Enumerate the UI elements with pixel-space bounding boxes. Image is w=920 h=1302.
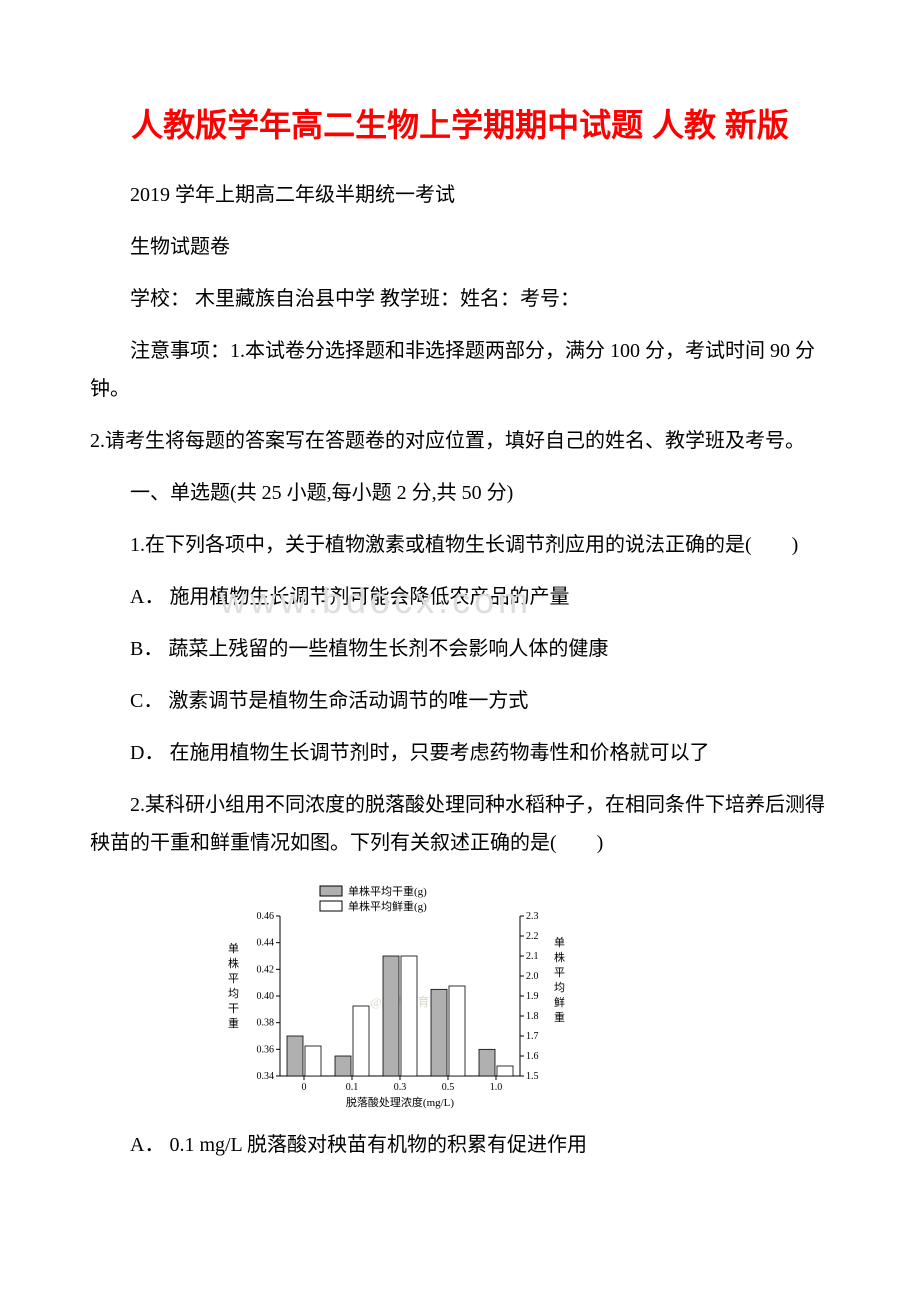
q1-option-c: C． 激素调节是植物生命活动调节的唯一方式 [90, 682, 830, 720]
svg-text:单: 单 [228, 942, 239, 955]
school-line: 学校： 木里藏族自治县中学 教学班：姓名：考号： [90, 280, 830, 318]
svg-text:0.3: 0.3 [394, 1082, 407, 1093]
svg-text:0.36: 0.36 [257, 1044, 275, 1055]
svg-text:1.9: 1.9 [526, 991, 539, 1002]
svg-text:0.46: 0.46 [257, 911, 275, 922]
q2-stem: 2.某科研小组用不同浓度的脱落酸处理同种水稻种子，在相同条件下培养后测得秧苗的干… [90, 786, 830, 862]
subject-line: 生物试题卷 [90, 228, 830, 266]
header-line: 2019 学年上期高二年级半期统一考试 [90, 176, 830, 214]
svg-text:@正确教育: @正确教育 [370, 994, 429, 1009]
svg-text:单株平均干重(g): 单株平均干重(g) [348, 884, 427, 898]
svg-text:平: 平 [554, 967, 565, 979]
svg-text:株: 株 [554, 950, 565, 964]
notice-1: 注意事项：1.本试卷分选择题和非选择题两部分，满分 100 分，考试时间 90 … [90, 332, 830, 408]
svg-text:0.44: 0.44 [257, 938, 275, 949]
svg-text:2.1: 2.1 [526, 951, 539, 962]
svg-text:0.38: 0.38 [257, 1018, 275, 1029]
svg-text:脱落酸处理浓度(mg/L): 脱落酸处理浓度(mg/L) [346, 1095, 454, 1109]
section-heading: 一、单选题(共 25 小题,每小题 2 分,共 50 分) [90, 474, 830, 512]
svg-text:均: 均 [228, 987, 239, 1000]
svg-text:鲜: 鲜 [554, 995, 565, 1009]
svg-text:0.40: 0.40 [257, 991, 275, 1002]
svg-text:单株平均鲜重(g): 单株平均鲜重(g) [348, 899, 427, 913]
q1-stem: 1.在下列各项中，关于植物激素或植物生长调节剂应用的说法正确的是( ) [90, 526, 830, 564]
q2-option-a: A． 0.1 mg/L 脱落酸对秧苗有机物的积累有促进作用 [90, 1126, 830, 1164]
bar-chart-svg: 0.34 0.36 0.38 0.40 0.42 0.44 0.46 1.5 1.6 1.7 1.8… [210, 876, 570, 1116]
svg-text:0: 0 [302, 1082, 307, 1093]
svg-text:均: 均 [554, 981, 565, 994]
svg-text:1.6: 1.6 [526, 1051, 539, 1062]
q1-option-a: A． 施用植物生长调节剂可能会降低农产品的产量 [90, 578, 830, 616]
q1-option-d: D． 在施用植物生长调节剂时，只要考虑药物毒性和价格就可以了 [90, 734, 830, 772]
svg-text:2.0: 2.0 [526, 971, 539, 982]
svg-text:干: 干 [228, 1003, 239, 1015]
svg-text:1.7: 1.7 [526, 1031, 539, 1042]
svg-text:1.8: 1.8 [526, 1011, 539, 1022]
svg-text:重: 重 [554, 1010, 565, 1024]
svg-text:1.0: 1.0 [490, 1082, 503, 1093]
svg-text:1.5: 1.5 [526, 1071, 539, 1082]
svg-text:2.2: 2.2 [526, 931, 539, 942]
svg-text:单: 单 [554, 936, 565, 949]
q1-option-b: B． 蔬菜上残留的一些植物生长剂不会影响人体的健康 [90, 630, 830, 668]
svg-text:0.5: 0.5 [442, 1082, 455, 1093]
q2-chart: 0.34 0.36 0.38 0.40 0.42 0.44 0.46 1.5 1.6 1.7 1.8… [210, 876, 570, 1116]
svg-text:重: 重 [228, 1016, 239, 1030]
document-title: 人教版学年高二生物上学期期中试题 人教 新版 [90, 100, 830, 146]
svg-text:0.1: 0.1 [346, 1082, 359, 1093]
svg-text:0.42: 0.42 [257, 964, 275, 975]
svg-text:0.34: 0.34 [257, 1071, 275, 1082]
svg-text:株: 株 [228, 956, 239, 970]
svg-text:2.3: 2.3 [526, 911, 539, 922]
notice-2: 2.请考生将每题的答案写在答题卷的对应位置，填好自己的姓名、教学班及考号。 [90, 422, 830, 460]
svg-text:平: 平 [228, 973, 239, 985]
